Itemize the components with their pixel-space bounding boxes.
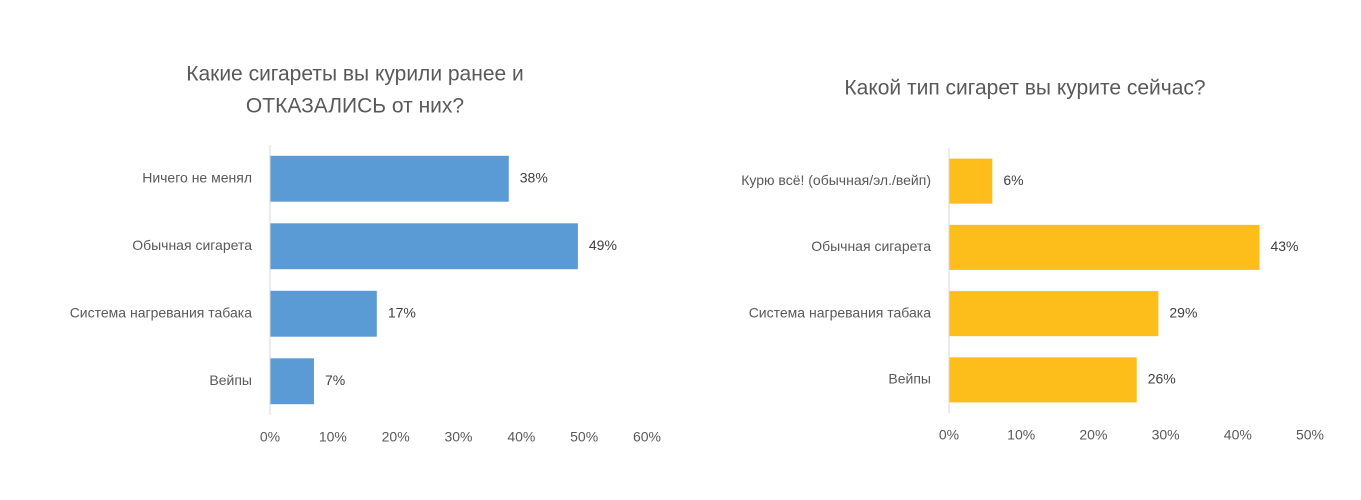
x-tick-label: 60% [633,429,661,445]
bar [270,155,509,202]
value-label: 49% [589,237,617,253]
value-label: 26% [1148,371,1176,387]
bar [270,290,377,337]
x-tick-label: 30% [1152,427,1180,443]
x-tick-label: 40% [1224,427,1252,443]
value-label: 43% [1270,238,1298,254]
bar [949,158,993,204]
value-label: 6% [1003,172,1023,188]
value-label: 38% [520,169,548,185]
y-tick-label: Вейпы [209,372,252,388]
x-tick-label: 20% [382,429,410,445]
y-tick-label: Курю всё! (обычная/эл./вейп) [741,172,931,188]
chart-title: Какой тип сигарет вы курите сейчас? [844,77,1205,100]
x-tick-label: 10% [319,429,347,445]
bar [949,291,1159,337]
x-tick-label: 50% [1296,427,1324,443]
x-tick-label: 10% [1007,427,1035,443]
bar [949,357,1137,403]
bar [270,358,314,405]
y-tick-label: Обычная сигарета [811,238,931,254]
value-label: 7% [325,372,345,388]
bar [270,223,578,270]
x-tick-label: 0% [260,429,280,445]
chart-title: Какие сигареты вы курили ранее и [186,63,524,86]
x-tick-label: 20% [1079,427,1107,443]
x-tick-label: 50% [570,429,598,445]
value-label: 29% [1169,304,1197,320]
value-label: 17% [388,304,416,320]
chart-title: ОТКАЗАЛИСЬ от них? [246,95,464,118]
bar [949,224,1260,270]
y-tick-label: Обычная сигарета [132,237,252,253]
y-tick-label: Вейпы [888,371,931,387]
x-tick-label: 30% [444,429,472,445]
x-tick-label: 0% [939,427,959,443]
x-tick-label: 40% [507,429,535,445]
y-tick-label: Система нагревания табака [70,304,253,320]
y-tick-label: Ничего не менял [142,169,252,185]
y-tick-label: Система нагревания табака [749,304,932,320]
